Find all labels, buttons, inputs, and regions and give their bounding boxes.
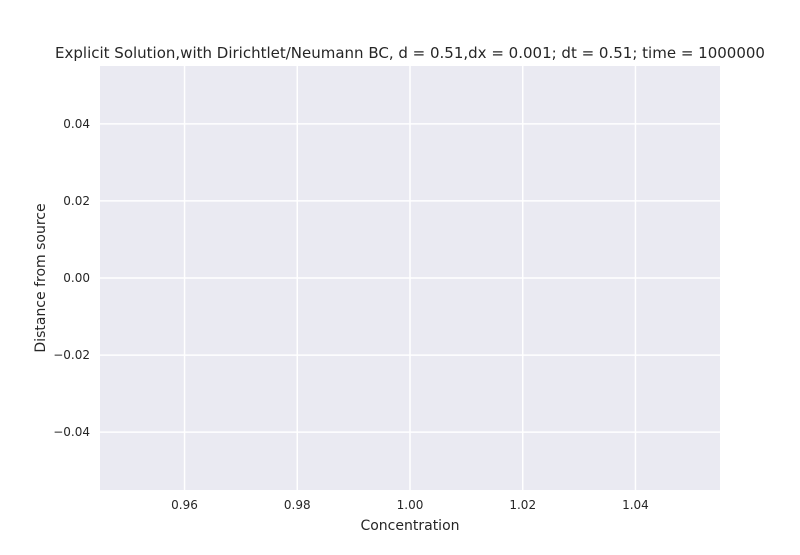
x-tick-label: 1.04 [622,498,649,512]
x-axis-ticks: 0.96 0.98 1.00 1.02 1.04 [171,498,649,512]
x-tick-label: 1.00 [397,498,424,512]
y-tick-label: −0.02 [53,348,90,362]
x-tick-label: 1.02 [509,498,536,512]
chart-title: Explicit Solution,with Dirichtlet/Neuman… [55,44,765,62]
x-tick-label: 0.96 [171,498,198,512]
y-tick-label: −0.04 [53,425,90,439]
y-tick-label: 0.02 [63,194,90,208]
x-tick-label: 0.98 [284,498,311,512]
y-tick-label: 0.00 [63,271,90,285]
y-axis-ticks: 0.04 0.02 0.00 −0.02 −0.04 [53,117,90,439]
x-axis-label: Concentration [360,518,459,534]
grid-lines [100,66,720,490]
y-axis-label: Distance from source [33,203,49,352]
y-tick-label: 0.04 [63,117,90,131]
